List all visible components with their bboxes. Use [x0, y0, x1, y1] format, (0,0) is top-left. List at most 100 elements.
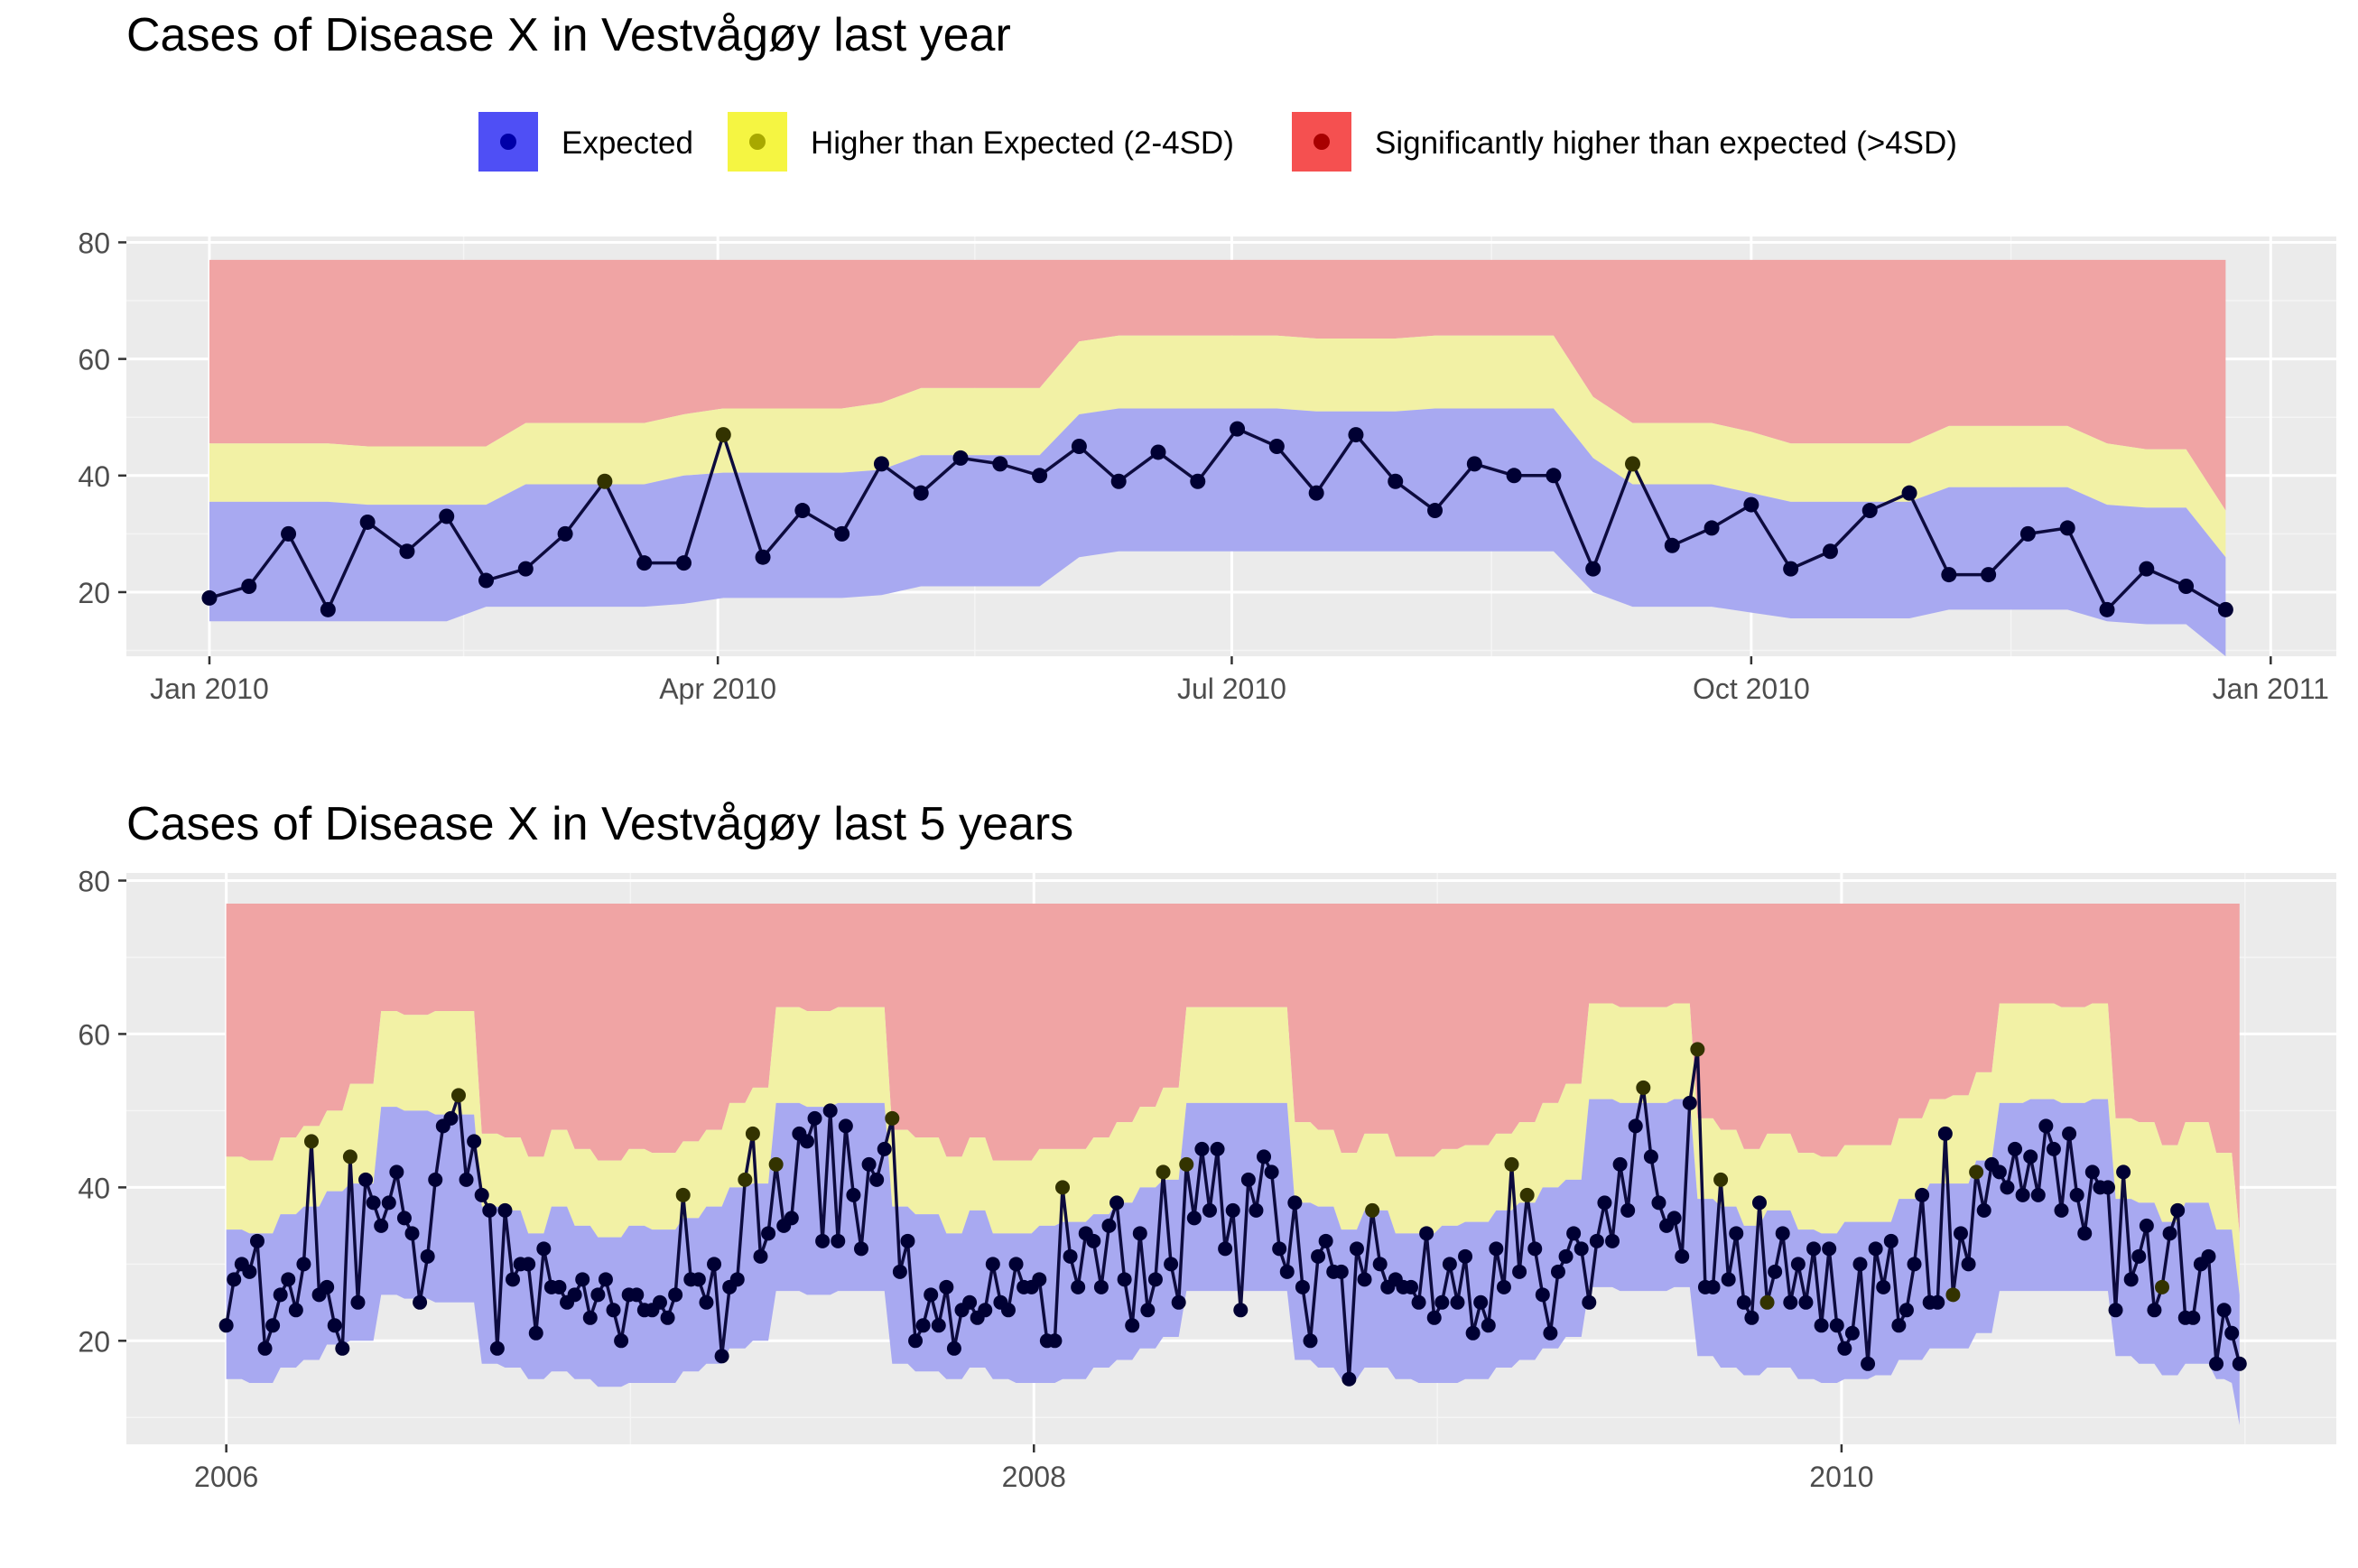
data-point — [1132, 1226, 1147, 1241]
y-tick-label: 80 — [78, 865, 110, 897]
data-point — [1690, 1042, 1705, 1057]
data-point — [1512, 1264, 1527, 1279]
data-point — [1876, 1279, 1891, 1294]
data-point — [1194, 1141, 1210, 1156]
data-point — [1150, 444, 1166, 460]
data-point — [1218, 1241, 1233, 1257]
x-tick-label: 2006 — [194, 1461, 258, 1493]
data-point — [1651, 1195, 1666, 1211]
data-point — [745, 1126, 760, 1141]
data-point — [1071, 1279, 1086, 1294]
data-point — [738, 1172, 753, 1187]
data-point — [1582, 1294, 1597, 1310]
data-point — [1110, 473, 1127, 489]
data-point — [1179, 1156, 1194, 1172]
data-point — [1585, 561, 1601, 577]
data-point — [567, 1287, 582, 1303]
data-point — [715, 427, 731, 443]
data-point — [1543, 1325, 1558, 1341]
data-point — [1047, 1333, 1063, 1349]
data-point — [1125, 1318, 1140, 1333]
data-point — [2162, 1226, 2177, 1241]
data-point — [506, 1272, 521, 1287]
data-point — [374, 1218, 389, 1233]
data-point — [304, 1134, 320, 1149]
data-point — [359, 514, 376, 530]
data-point — [1109, 1195, 1125, 1211]
data-point — [358, 1172, 374, 1187]
data-point — [2224, 1325, 2240, 1341]
data-point — [915, 1318, 931, 1333]
chart-title-last-year: Cases of Disease X in Vestvågøy last yea… — [126, 9, 1011, 61]
data-point — [900, 1233, 915, 1248]
chart-panel-last-5-years: 20 40 60 80 2006 2008 2010 — [78, 865, 2336, 1493]
data-point — [1481, 1318, 1496, 1333]
legend-label-significant: Significantly higher than expected (>4SD… — [1375, 125, 1957, 161]
data-point — [1976, 1202, 1991, 1218]
data-point — [2131, 1248, 2147, 1264]
data-point — [1852, 1257, 1868, 1272]
data-point — [396, 1211, 412, 1226]
data-point — [201, 589, 218, 606]
data-point — [281, 1272, 296, 1287]
data-point — [1822, 543, 1838, 560]
data-point — [1597, 1195, 1612, 1211]
data-point — [2030, 1187, 2046, 1202]
data-point — [1941, 567, 1957, 583]
data-point — [1230, 421, 1246, 437]
data-point — [1751, 1195, 1767, 1211]
data-point — [1721, 1272, 1736, 1287]
data-point — [1140, 1303, 1156, 1318]
data-point — [517, 561, 534, 577]
data-point — [2186, 1310, 2201, 1325]
data-point — [1171, 1294, 1186, 1310]
y-tick-label: 40 — [78, 1172, 110, 1204]
data-point — [1117, 1272, 1132, 1287]
data-point — [1264, 1164, 1279, 1180]
x-tick-label: Jul 2010 — [1177, 673, 1286, 705]
data-point — [861, 1156, 877, 1172]
data-point — [869, 1172, 885, 1187]
data-point — [1705, 1279, 1721, 1294]
data-point — [729, 1272, 745, 1287]
data-point — [1814, 1318, 1829, 1333]
data-point — [528, 1325, 543, 1341]
data-point — [288, 1303, 303, 1318]
data-point — [1458, 1248, 1473, 1264]
data-point — [1682, 1095, 1697, 1110]
data-point — [2116, 1164, 2131, 1180]
data-point — [413, 1294, 428, 1310]
legend-label-higher: Higher than Expected (2-4SD) — [811, 125, 1234, 161]
legend-dot-expected — [500, 134, 516, 150]
data-point — [1768, 1264, 1783, 1279]
data-point — [1202, 1202, 1217, 1218]
data-point — [985, 1257, 1000, 1272]
data-point — [482, 1202, 497, 1218]
data-point — [489, 1341, 505, 1356]
data-point — [1086, 1233, 1101, 1248]
data-point — [1937, 1126, 1953, 1141]
data-point — [1268, 439, 1285, 454]
data-point — [1991, 1164, 2007, 1180]
data-point — [1901, 485, 1917, 501]
data-point — [1744, 1310, 1759, 1325]
data-point — [2099, 601, 2115, 617]
data-point — [908, 1333, 924, 1349]
data-point — [1953, 1226, 1968, 1241]
data-point — [1071, 439, 1087, 454]
data-point — [952, 450, 969, 466]
data-point — [614, 1333, 629, 1349]
data-point — [1704, 520, 1720, 536]
band-significantly-higher — [209, 259, 2226, 511]
data-point — [335, 1341, 350, 1356]
data-point — [1829, 1318, 1844, 1333]
data-point — [1101, 1218, 1117, 1233]
data-point — [815, 1233, 831, 1248]
data-point — [1055, 1180, 1071, 1195]
data-point — [1186, 1211, 1202, 1226]
data-point — [834, 525, 850, 542]
data-point — [2059, 520, 2075, 536]
data-point — [2201, 1248, 2216, 1264]
data-point — [327, 1318, 342, 1333]
